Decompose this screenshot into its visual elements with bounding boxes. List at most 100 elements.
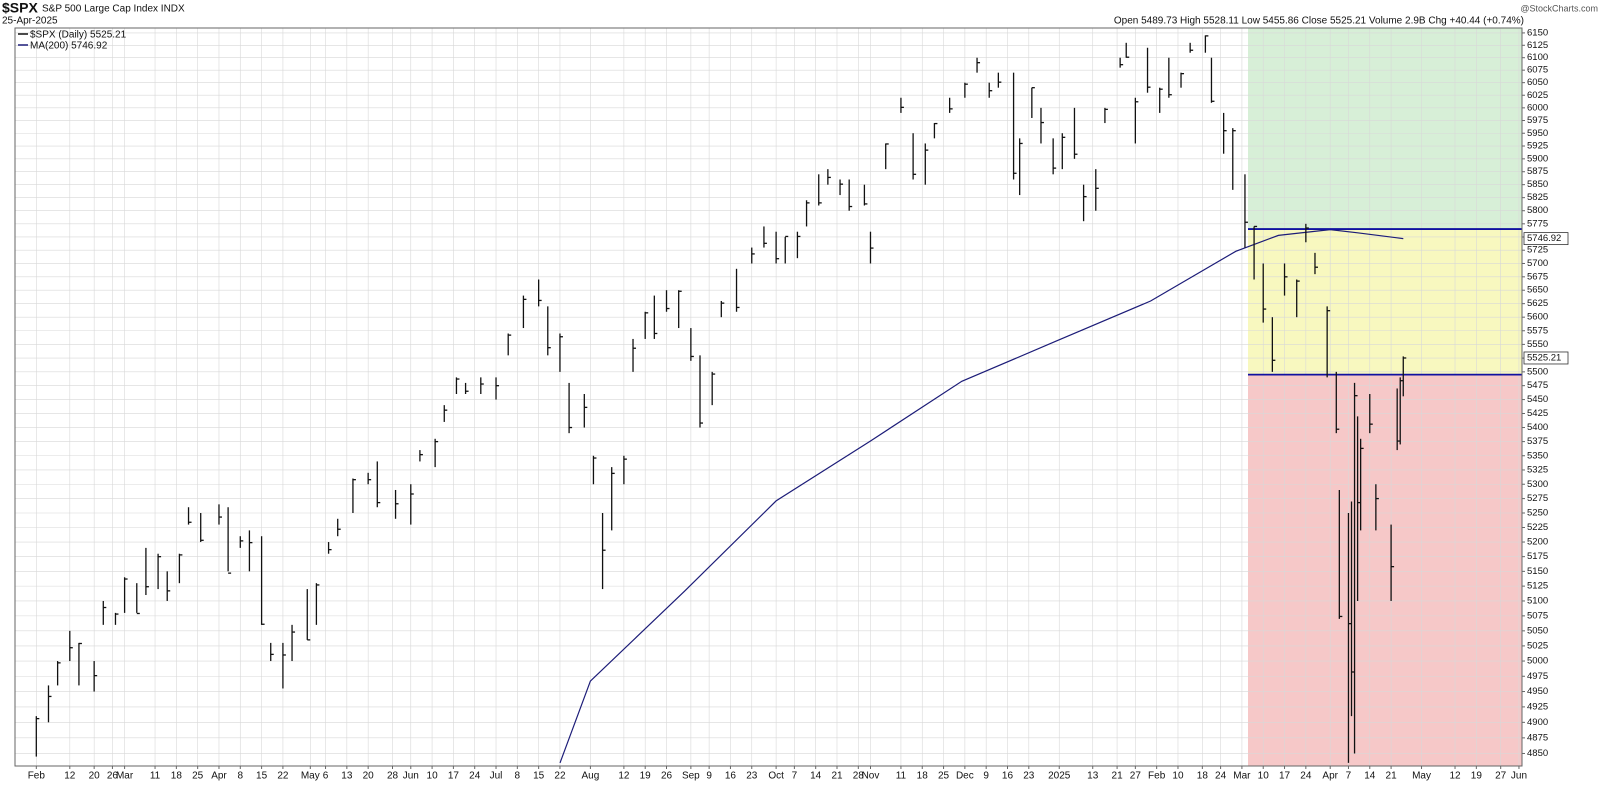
y-tick-label: 5275 xyxy=(1527,493,1548,504)
x-tick-label: Jun xyxy=(403,771,419,782)
x-tick-label: 10 xyxy=(1172,771,1184,782)
x-tick-label: 28 xyxy=(853,771,865,782)
zone xyxy=(1248,229,1522,375)
x-tick-label: 8 xyxy=(238,771,244,782)
symbol: $SPX xyxy=(2,0,38,16)
x-tick-label: 23 xyxy=(1023,771,1035,782)
x-tick-label: 27 xyxy=(1130,771,1142,782)
y-tick-label: 6025 xyxy=(1527,90,1548,101)
y-tick-label: 5475 xyxy=(1527,380,1548,391)
x-tick-label: 11 xyxy=(150,771,161,782)
y-tick-label: 5975 xyxy=(1527,115,1548,126)
x-tick-label: 12 xyxy=(1449,771,1461,782)
x-tick-label: 14 xyxy=(810,771,822,782)
y-tick-label: 5675 xyxy=(1527,271,1548,282)
index-name: S&P 500 Large Cap Index INDX xyxy=(42,4,185,15)
x-tick-label: Aug xyxy=(582,771,600,782)
legend-label: $SPX (Daily) 5525.21 xyxy=(30,30,127,41)
y-tick-label: 5225 xyxy=(1527,522,1548,533)
y-tick-label: 5300 xyxy=(1527,479,1548,490)
x-tick-label: 24 xyxy=(1215,771,1227,782)
x-tick-label: Apr xyxy=(1322,771,1338,782)
x-tick-label: 21 xyxy=(1112,771,1124,782)
price-marker-box xyxy=(1523,351,1569,365)
x-tick-label: 13 xyxy=(1087,771,1099,782)
y-tick-label: 6075 xyxy=(1527,65,1548,76)
y-tick-label: 5200 xyxy=(1527,537,1548,548)
y-tick-label: 4950 xyxy=(1527,686,1548,697)
x-tick-label: Jun xyxy=(1511,771,1527,782)
x-tick-label: 18 xyxy=(1197,771,1209,782)
y-tick-label: 5075 xyxy=(1527,610,1548,621)
price-marker-label: 5746.92 xyxy=(1527,233,1561,244)
y-tick-label: 6100 xyxy=(1527,52,1548,63)
y-tick-label: 5350 xyxy=(1527,450,1548,461)
y-tick-label: 5175 xyxy=(1527,551,1548,562)
plot-frame xyxy=(14,27,1523,767)
x-tick-label: 25 xyxy=(938,771,950,782)
x-tick-label: Apr xyxy=(211,771,227,782)
y-tick-label: 5700 xyxy=(1527,258,1548,269)
y-tick-label: 4850 xyxy=(1527,748,1548,759)
x-tick-label: 6 xyxy=(323,771,329,782)
x-tick-label: 12 xyxy=(64,771,76,782)
price-marker-label: 5525.21 xyxy=(1527,352,1561,363)
y-tick-label: 5725 xyxy=(1527,245,1548,256)
y-tick-label: 5325 xyxy=(1527,464,1548,475)
credit: @StockCharts.com xyxy=(1520,3,1598,13)
x-tick-label: 25 xyxy=(192,771,204,782)
x-tick-label: 12 xyxy=(618,771,630,782)
x-tick-label: 7 xyxy=(1346,771,1352,782)
y-tick-label: 6150 xyxy=(1527,27,1548,38)
y-tick-label: 5150 xyxy=(1527,566,1548,577)
x-tick-label: 2025 xyxy=(1048,771,1071,782)
y-tick-label: 5450 xyxy=(1527,394,1548,405)
x-tick-label: 20 xyxy=(89,771,101,782)
x-tick-label: Oct xyxy=(768,771,784,782)
quote: Open 5489.73 High 5528.11 Low 5455.86 Cl… xyxy=(1114,16,1524,27)
x-tick-label: 7 xyxy=(792,771,798,782)
axes: 4850 4875 4900 4925 4950 4975 5000 5025 5050 5075… xyxy=(28,27,1569,782)
y-tick-label: 4900 xyxy=(1527,717,1548,728)
y-tick-label: 6000 xyxy=(1527,102,1548,113)
x-tick-label: 24 xyxy=(1300,771,1312,782)
x-tick-label: 17 xyxy=(448,771,460,782)
x-tick-label: 9 xyxy=(983,771,989,782)
x-tick-label: Feb xyxy=(1148,771,1166,782)
x-tick-label: Mar xyxy=(1233,771,1251,782)
y-tick-label: 5925 xyxy=(1527,141,1548,152)
y-tick-label: 4975 xyxy=(1527,671,1548,682)
x-tick-label: 8 xyxy=(515,771,521,782)
y-tick-label: 5900 xyxy=(1527,153,1548,164)
y-tick-label: 5850 xyxy=(1527,179,1548,190)
y-tick-label: 5100 xyxy=(1527,595,1548,606)
y-tick-label: 6125 xyxy=(1527,40,1548,51)
x-tick-label: Sep xyxy=(682,771,700,782)
x-tick-label: 18 xyxy=(917,771,929,782)
y-tick-label: 5625 xyxy=(1527,298,1548,309)
x-tick-label: May xyxy=(301,771,320,782)
y-tick-label: 5875 xyxy=(1527,166,1548,177)
x-tick-label: 28 xyxy=(387,771,399,782)
x-tick-label: 13 xyxy=(341,771,353,782)
y-tick-label: 5000 xyxy=(1527,656,1548,667)
y-tick-label: 5375 xyxy=(1527,436,1548,447)
y-tick-label: 5575 xyxy=(1527,325,1548,336)
marks xyxy=(35,35,1522,764)
y-tick-label: 5775 xyxy=(1527,218,1548,229)
y-tick-label: 5550 xyxy=(1527,339,1548,350)
x-tick-label: 24 xyxy=(469,771,481,782)
zone xyxy=(1248,28,1522,230)
x-tick-label: 11 xyxy=(896,771,907,782)
x-tick-label: 15 xyxy=(533,771,545,782)
x-tick-label: 17 xyxy=(1279,771,1291,782)
y-tick-label: 5400 xyxy=(1527,422,1548,433)
x-tick-label: Dec xyxy=(956,771,974,782)
x-tick-label: 18 xyxy=(171,771,183,782)
x-tick-label: 22 xyxy=(277,771,289,782)
x-tick-label: 21 xyxy=(1386,771,1398,782)
x-tick-label: 26 xyxy=(107,771,119,782)
price-marker-box xyxy=(1523,232,1569,246)
